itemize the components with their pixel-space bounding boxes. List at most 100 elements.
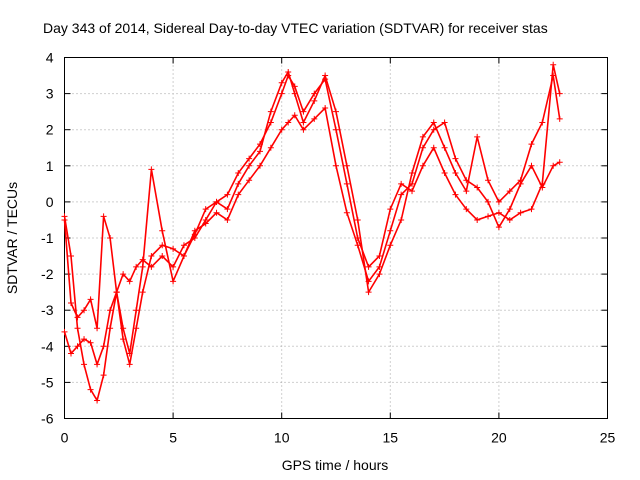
data-point [180, 253, 187, 260]
data-point [539, 184, 546, 191]
data-point [139, 289, 146, 296]
x-tick-label: 0 [61, 430, 69, 446]
data-point [343, 162, 350, 169]
data-point [133, 263, 140, 270]
data-point [441, 144, 448, 151]
data-point [278, 79, 285, 86]
data-point [74, 325, 81, 332]
data-point [81, 307, 88, 314]
data-point [506, 188, 513, 195]
data-point [61, 216, 68, 223]
data-point [285, 119, 292, 126]
data-point [107, 307, 114, 314]
data-point [311, 115, 318, 122]
series-2 [61, 105, 563, 368]
data-point [343, 180, 350, 187]
data-point [550, 162, 557, 169]
data-point [556, 159, 563, 166]
data-point [300, 126, 307, 133]
data-point [100, 372, 107, 379]
data-point [387, 242, 394, 249]
data-point [452, 170, 459, 177]
data-point [409, 188, 416, 195]
grid-lines [64, 57, 608, 419]
data-point [170, 278, 177, 285]
data-point [556, 90, 563, 97]
x-tick-label: 15 [383, 430, 399, 446]
data-point [170, 263, 177, 270]
series-trace [63, 69, 561, 367]
data-point [159, 227, 166, 234]
data-point [495, 198, 502, 205]
x-axis-label: GPS time / hours [282, 457, 389, 473]
data-point [100, 343, 107, 350]
data-point [495, 224, 502, 231]
data-point [126, 361, 133, 368]
data-point [235, 170, 242, 177]
data-point [159, 253, 166, 260]
data-point [100, 213, 107, 220]
data-point [365, 263, 372, 270]
data-point [126, 278, 133, 285]
x-tick-label: 10 [274, 430, 290, 446]
data-point [419, 133, 426, 140]
data-point [291, 90, 298, 97]
data-point [133, 307, 140, 314]
data-point [333, 108, 339, 115]
data-point [81, 336, 88, 343]
data-point [113, 289, 120, 296]
axis-ticks [64, 57, 608, 419]
data-point [354, 216, 361, 223]
y-axis-label: SDTVAR / TECUs [4, 182, 20, 294]
data-point [94, 397, 101, 404]
data-point [300, 119, 307, 126]
y-tick-label: 2 [46, 122, 54, 138]
y-tick-label: -2 [41, 266, 54, 282]
data-point [256, 148, 263, 155]
data-point [539, 119, 546, 126]
data-point [213, 209, 220, 216]
data-point [419, 162, 426, 169]
data-point [170, 245, 177, 252]
data-point [291, 112, 298, 119]
data-point [107, 325, 114, 332]
data-point [213, 198, 220, 205]
x-tick-label: 25 [600, 430, 616, 446]
data-series [61, 61, 563, 404]
data-point [311, 90, 318, 97]
data-point [387, 227, 394, 234]
data-point [267, 108, 274, 115]
data-point [387, 206, 394, 213]
y-tick-label: -3 [41, 302, 54, 318]
x-tick-labels: 0 5 10 15 20 25 [61, 430, 616, 446]
data-point [224, 206, 231, 213]
chart-title: Day 343 of 2014, Sidereal Day-to-day VTE… [43, 20, 548, 36]
data-point [376, 271, 383, 278]
data-point [550, 61, 557, 68]
data-point [61, 328, 68, 335]
data-point [139, 263, 146, 270]
data-point [495, 209, 502, 216]
data-point [322, 105, 329, 112]
data-point [506, 216, 513, 223]
data-point [430, 126, 437, 133]
data-point [398, 216, 405, 223]
y-tick-label: 3 [46, 86, 54, 102]
data-point [333, 126, 339, 133]
data-point [256, 162, 263, 169]
data-point [517, 177, 524, 184]
data-point [398, 191, 405, 198]
y-tick-label: -4 [41, 338, 54, 354]
y-tick-label: -1 [41, 230, 54, 246]
data-point [517, 209, 524, 216]
y-tick-label: -6 [41, 411, 54, 427]
data-point [224, 191, 231, 198]
data-point [285, 68, 292, 75]
data-point [87, 339, 94, 346]
data-point [430, 144, 437, 151]
data-point [463, 206, 470, 213]
data-point [159, 242, 166, 249]
data-point [202, 220, 209, 227]
data-point [94, 361, 101, 368]
y-tick-label: 1 [46, 158, 54, 174]
